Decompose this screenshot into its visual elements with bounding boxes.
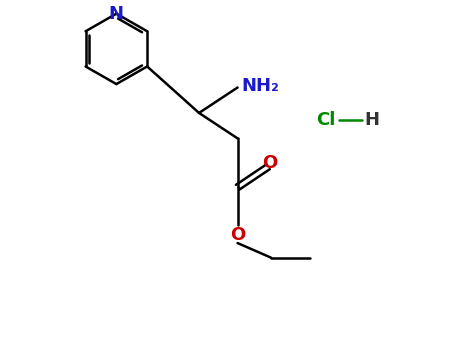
- Text: NH₂: NH₂: [241, 77, 279, 95]
- Text: Cl: Cl: [317, 111, 336, 129]
- Text: H: H: [364, 111, 379, 129]
- Text: N: N: [109, 5, 124, 23]
- Text: O: O: [263, 154, 278, 172]
- Text: O: O: [230, 226, 245, 244]
